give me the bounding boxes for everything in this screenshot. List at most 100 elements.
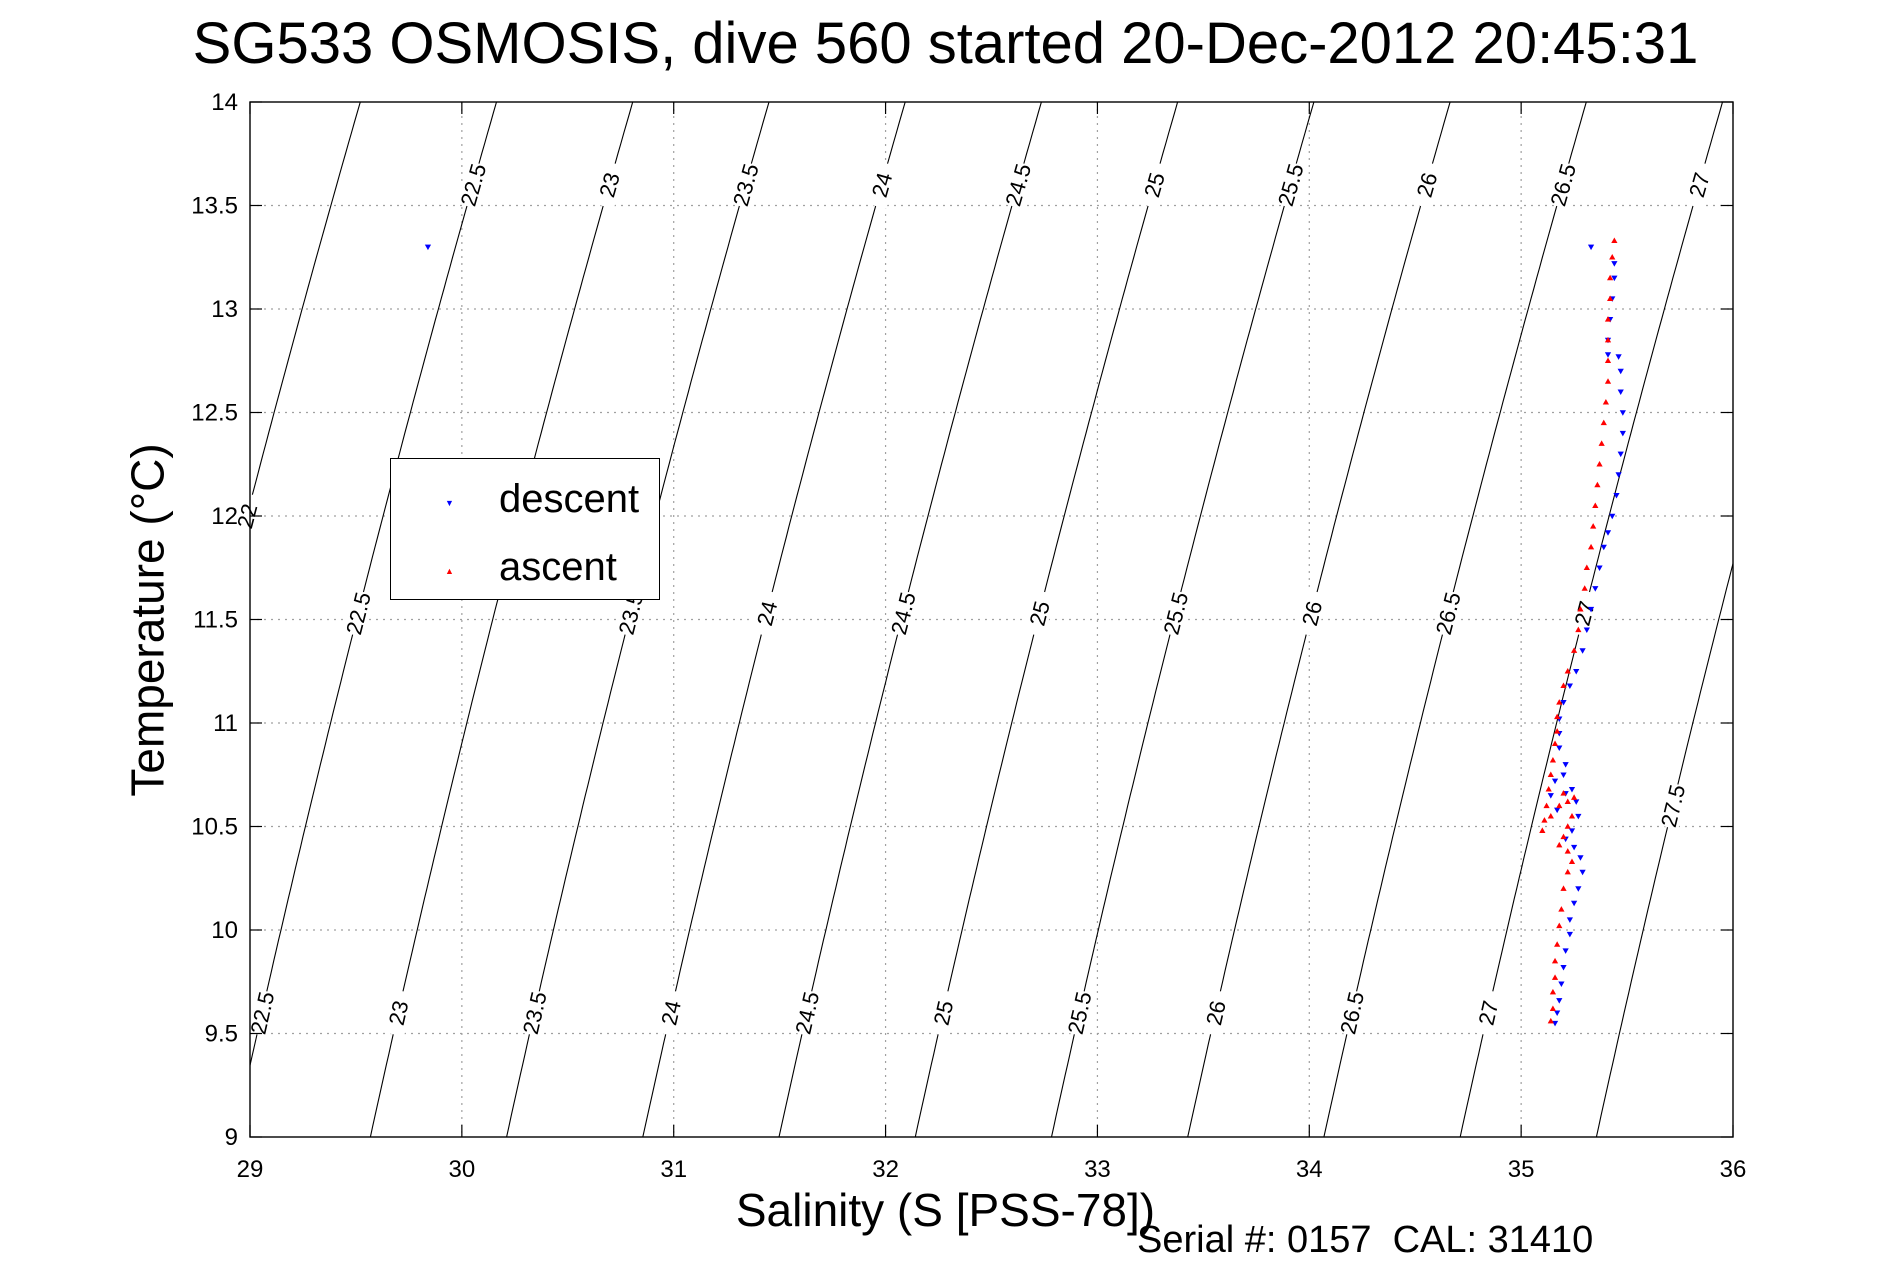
density-contour xyxy=(1595,561,1733,1137)
contour-label: 27.5 xyxy=(1656,781,1690,830)
contour-label: 25.5 xyxy=(1063,988,1097,1037)
descent-point xyxy=(1615,354,1622,360)
ascent-point xyxy=(1607,295,1614,301)
contour-label-text: 25.5 xyxy=(1063,989,1097,1036)
contour-label: 27 xyxy=(1682,160,1716,209)
serial-cal-note: Serial #: 0157 CAL: 31410 xyxy=(1137,1219,1594,1261)
ascent-point xyxy=(1570,794,1578,800)
descent-point xyxy=(1617,451,1624,458)
contour-label: 23.5 xyxy=(728,160,764,209)
contour-label: 23 xyxy=(592,160,626,209)
contour-label-bg xyxy=(1546,160,1580,209)
contour-label-bg xyxy=(1063,988,1095,1037)
descent-point xyxy=(1562,948,1569,954)
x-tick-label: 35 xyxy=(1508,1156,1535,1183)
contour-label-bg xyxy=(246,988,278,1037)
ascent-point xyxy=(1560,682,1567,689)
y-tick-label: 14 xyxy=(211,89,238,116)
ascent-point xyxy=(1568,858,1576,864)
contour-label-bg xyxy=(341,589,375,638)
descent-point xyxy=(1570,844,1578,851)
y-tick-label: 11 xyxy=(213,710,238,737)
contour-label-text: 25.5 xyxy=(1158,590,1193,638)
descent-point xyxy=(1560,700,1567,706)
contour-label-bg xyxy=(1472,988,1504,1037)
contour-label-bg xyxy=(1336,988,1368,1037)
contour-label-bg xyxy=(927,988,959,1037)
chart-title: SG533 OSMOSIS, dive 560 started 20-Dec-2… xyxy=(192,11,1699,76)
contour-label-bg xyxy=(1137,160,1171,209)
descent-point xyxy=(1566,931,1573,938)
ascent-point xyxy=(1556,922,1563,929)
ascent-point xyxy=(1541,817,1548,823)
ascent-point xyxy=(1556,841,1563,848)
ascent-point xyxy=(1539,827,1546,833)
descent-point xyxy=(1570,900,1578,907)
contour-label: 27 xyxy=(1568,589,1601,638)
descent-point xyxy=(424,244,432,251)
legend: ▼ descent ▲ ascent xyxy=(390,458,660,600)
density-contour xyxy=(250,102,361,506)
ascent-point xyxy=(1564,668,1571,674)
descent-point xyxy=(1547,793,1554,799)
contour-label: 23.5 xyxy=(518,988,552,1037)
descent-point xyxy=(1568,786,1576,793)
ascent-point xyxy=(1592,502,1599,508)
ascent-point xyxy=(1545,786,1552,792)
descent-point xyxy=(1617,389,1624,396)
descent-point xyxy=(1619,430,1626,437)
ascent-point xyxy=(1577,605,1584,612)
contour-label: 26 xyxy=(1409,160,1444,209)
ascent-point xyxy=(1551,957,1559,964)
density-contour xyxy=(369,102,634,1137)
descent-point xyxy=(1577,855,1584,861)
y-tick-label: 12 xyxy=(211,503,238,530)
ascent-point xyxy=(1600,419,1607,426)
descent-point xyxy=(1551,778,1559,785)
descent-point xyxy=(1560,964,1567,971)
contour-label-bg xyxy=(1159,589,1192,638)
contour-label-bg xyxy=(886,589,919,638)
descent-point xyxy=(1575,886,1582,892)
contour-label-bg xyxy=(1199,988,1232,1037)
x-tick-label: 33 xyxy=(1084,1156,1111,1183)
legend-marker-descent: ▼ xyxy=(445,498,454,508)
x-tick-label: 36 xyxy=(1720,1156,1747,1183)
contour-label-text: 24 xyxy=(656,998,686,1027)
ascent-point xyxy=(1554,728,1561,734)
contour-label: 24 xyxy=(654,988,687,1037)
ascent-point xyxy=(1558,906,1565,912)
ascent-point xyxy=(1554,941,1561,947)
legend-marker-ascent: ▲ xyxy=(445,566,454,576)
contour-label: 27 xyxy=(1472,988,1504,1037)
ascent-point xyxy=(1547,771,1554,778)
descent-point xyxy=(1573,668,1580,675)
contour-label-bg xyxy=(791,988,823,1037)
descent-point xyxy=(1558,981,1565,988)
ascent-point xyxy=(1609,254,1616,260)
contour-label-bg xyxy=(1682,160,1716,209)
ascent-point xyxy=(1564,798,1571,804)
contour-label-bg xyxy=(728,160,762,209)
grid-layer xyxy=(250,102,1733,1137)
contour-label: 24.5 xyxy=(886,589,921,638)
contour-label-text: 26.5 xyxy=(1545,161,1581,209)
ascent-point xyxy=(1564,823,1571,829)
ascent-point xyxy=(1581,585,1588,591)
ascent-point xyxy=(1556,802,1563,809)
x-tick-label: 32 xyxy=(872,1156,899,1183)
contour-label-text: 26.5 xyxy=(1335,989,1369,1036)
contour-label-text: 23.5 xyxy=(728,161,764,209)
ascent-point xyxy=(1564,868,1571,875)
contour-label: 26.5 xyxy=(1545,160,1581,209)
ascent-point xyxy=(1607,274,1614,281)
contour-label-text: 25 xyxy=(1025,598,1055,628)
y-axis-label: Temperature (°C) xyxy=(121,442,174,797)
contour-label-bg xyxy=(1273,160,1307,209)
ascent-point xyxy=(1570,647,1578,653)
contour-label: 24.5 xyxy=(1000,160,1036,209)
contour-label-bg xyxy=(1431,589,1464,638)
contour-label-text: 27.5 xyxy=(1656,782,1690,830)
